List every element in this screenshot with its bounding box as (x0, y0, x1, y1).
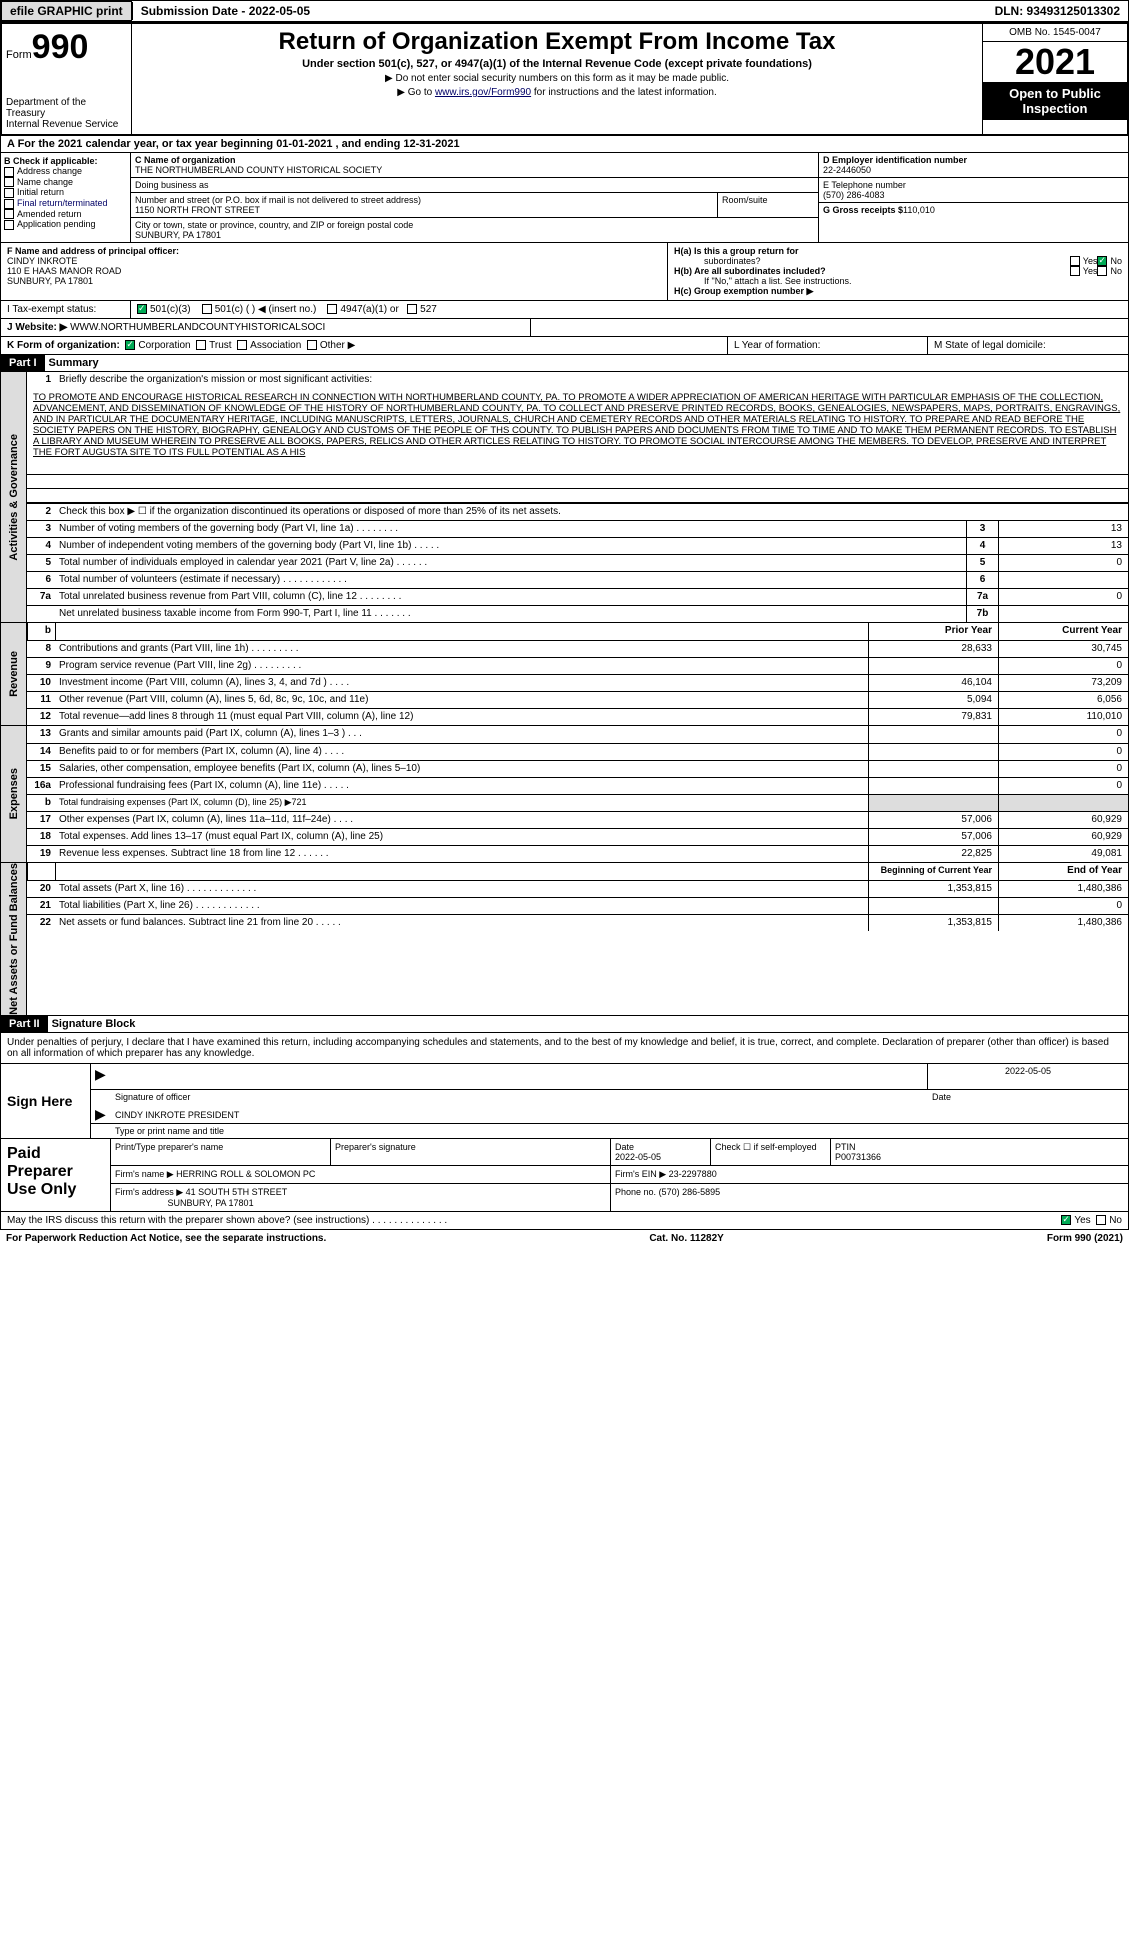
city-cell: City or town, state or province, country… (131, 218, 818, 242)
section-expenses: Expenses 13Grants and similar amounts pa… (0, 726, 1129, 863)
irs-link[interactable]: www.irs.gov/Form990 (435, 87, 531, 98)
org-name: THE NORTHUMBERLAND COUNTY HISTORICAL SOC… (135, 165, 814, 175)
street: 1150 NORTH FRONT STREET (135, 205, 713, 215)
cb-amended[interactable]: Amended return (4, 209, 127, 220)
val-5: 0 (998, 555, 1128, 571)
row-k-org-form: K Form of organization: Corporation Trus… (0, 337, 1129, 355)
cb-other[interactable] (307, 340, 317, 350)
cb-app-pending[interactable]: Application pending (4, 219, 127, 230)
ha-no-cb[interactable] (1097, 256, 1107, 266)
gross-receipts: 110,010 (903, 205, 935, 215)
sign-here-label: Sign Here (1, 1064, 91, 1138)
cb-address-change[interactable]: Address change (4, 166, 127, 177)
col-b-checkboxes: B Check if applicable: Address change Na… (1, 153, 131, 242)
cb-501c3[interactable] (137, 304, 147, 314)
ein: 22-2446050 (823, 165, 1124, 175)
row-f-h: F Name and address of principal officer:… (0, 243, 1129, 301)
part1-header: Part I Summary (0, 355, 1129, 372)
cb-501c[interactable] (202, 304, 212, 314)
sig-date: 2022-05-05 (928, 1064, 1128, 1089)
section-net-assets: Net Assets or Fund Balances Beginning of… (0, 863, 1129, 1016)
val-4: 13 (998, 538, 1128, 554)
cb-initial-return[interactable]: Initial return (4, 187, 127, 198)
footer: For Paperwork Reduction Act Notice, see … (0, 1230, 1129, 1247)
room-suite: Room/suite (718, 193, 818, 217)
discuss-no-cb[interactable] (1096, 1215, 1106, 1225)
row-i-tax-status: I Tax-exempt status: 501(c)(3) 501(c) ( … (0, 301, 1129, 319)
mission-text: TO PROMOTE AND ENCOURAGE HISTORICAL RESE… (27, 389, 1128, 461)
city: SUNBURY, PA 17801 (135, 230, 814, 240)
form-subtitle: Under section 501(c), 527, or 4947(a)(1)… (136, 58, 978, 70)
firm-addr: 41 SOUTH 5TH STREET (186, 1187, 288, 1197)
discuss-yes-cb[interactable] (1061, 1215, 1071, 1225)
irs-label: Internal Revenue Service (6, 119, 127, 130)
ha-yes-cb[interactable] (1070, 256, 1080, 266)
sidebar-expenses: Expenses (1, 726, 27, 862)
discuss-row: May the IRS discuss this return with the… (1, 1211, 1128, 1229)
ha-row: H(a) Is this a group return for (674, 246, 1122, 256)
state-domicile: M State of legal domicile: (928, 337, 1128, 354)
firm-ein: 23-2297880 (669, 1169, 717, 1179)
cb-4947[interactable] (327, 304, 337, 314)
website: WWW.NORTHUMBERLANDCOUNTYHISTORICALSOCI (70, 322, 325, 333)
street-row: Number and street (or P.O. box if mail i… (131, 193, 818, 218)
sidebar-revenue: Revenue (1, 623, 27, 725)
form-title: Return of Organization Exempt From Incom… (136, 28, 978, 56)
officer-name: CINDY INKROTE (7, 256, 661, 266)
cb-name-change[interactable]: Name change (4, 177, 127, 188)
year-formation: L Year of formation: (728, 337, 928, 354)
cb-final-return[interactable]: Final return/terminated (4, 198, 127, 209)
officer-sig-name: CINDY INKROTE PRESIDENT (111, 1104, 1128, 1123)
open-inspection: Open to Public Inspection (983, 82, 1127, 120)
telephone: (570) 286-4083 (823, 190, 1124, 200)
header-grid: B Check if applicable: Address change Na… (0, 153, 1129, 243)
gross-cell: G Gross receipts $110,010 (819, 203, 1128, 217)
omb-number: OMB No. 1545-0047 (983, 24, 1127, 42)
cb-assoc[interactable] (237, 340, 247, 350)
dept-treasury: Department of the Treasury (6, 97, 127, 119)
org-name-cell: C Name of organization THE NORTHUMBERLAN… (131, 153, 818, 178)
section-revenue: Revenue bPrior YearCurrent Year 8Contrib… (0, 623, 1129, 726)
officer-addr1: 110 E HAAS MANOR ROAD (7, 266, 661, 276)
cb-527[interactable] (407, 304, 417, 314)
dln: DLN: 93493125013302 (987, 2, 1128, 20)
sidebar-net-assets: Net Assets or Fund Balances (1, 863, 27, 1015)
tel-cell: E Telephone number (570) 286-4083 (819, 178, 1128, 203)
row-a-tax-year: A For the 2021 calendar year, or tax yea… (0, 136, 1129, 153)
tax-year: 2021 (983, 42, 1127, 82)
perjury-declaration: Under penalties of perjury, I declare th… (1, 1033, 1128, 1063)
cb-corp[interactable] (125, 340, 135, 350)
top-toolbar: efile GRAPHIC print Submission Date - 20… (0, 0, 1129, 22)
val-6 (998, 572, 1128, 588)
officer-addr2: SUNBURY, PA 17801 (7, 276, 661, 286)
hb-no-cb[interactable] (1097, 266, 1107, 276)
paid-preparer-block: Paid Preparer Use Only Print/Type prepar… (1, 1138, 1128, 1211)
firm-phone: (570) 286-5895 (659, 1187, 721, 1197)
ein-cell: D Employer identification number 22-2446… (819, 153, 1128, 178)
dba-cell: Doing business as (131, 178, 818, 193)
section-activities: Activities & Governance 1Briefly describ… (0, 372, 1129, 623)
part2-header: Part II Signature Block (0, 1016, 1129, 1033)
firm-name: HERRING ROLL & SOLOMON PC (176, 1169, 315, 1179)
cb-trust[interactable] (196, 340, 206, 350)
row-j-website: J Website: ▶ WWW.NORTHUMBERLANDCOUNTYHIS… (0, 319, 1129, 337)
val-3: 13 (998, 521, 1128, 537)
ptin: P00731366 (835, 1152, 881, 1162)
form-number: 990 (32, 28, 89, 66)
val-7b (998, 606, 1128, 622)
ssn-note: ▶ Do not enter social security numbers o… (136, 73, 978, 84)
hb-yes-cb[interactable] (1070, 266, 1080, 276)
signature-block: Under penalties of perjury, I declare th… (0, 1033, 1129, 1230)
form-label: Form (6, 49, 32, 61)
sidebar-activities: Activities & Governance (1, 372, 27, 622)
col-b-header: B Check if applicable: (4, 156, 127, 166)
val-7a: 0 (998, 589, 1128, 605)
goto-note: ▶ Go to www.irs.gov/Form990 for instruct… (136, 87, 978, 98)
val-8-curr: 30,745 (998, 641, 1128, 657)
form-header: Form990 Department of the Treasury Inter… (0, 22, 1129, 136)
efile-print-button[interactable]: efile GRAPHIC print (1, 1, 132, 21)
val-8-prior: 28,633 (868, 641, 998, 657)
submission-date: Submission Date - 2022-05-05 (132, 2, 318, 20)
